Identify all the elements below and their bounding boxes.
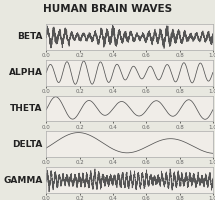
Text: BETA: BETA — [17, 32, 43, 41]
Text: GAMMA: GAMMA — [3, 176, 43, 185]
Text: ALPHA: ALPHA — [9, 68, 43, 77]
Text: HUMAN BRAIN WAVES: HUMAN BRAIN WAVES — [43, 4, 172, 14]
Text: THETA: THETA — [10, 104, 43, 113]
Text: DELTA: DELTA — [12, 140, 43, 149]
